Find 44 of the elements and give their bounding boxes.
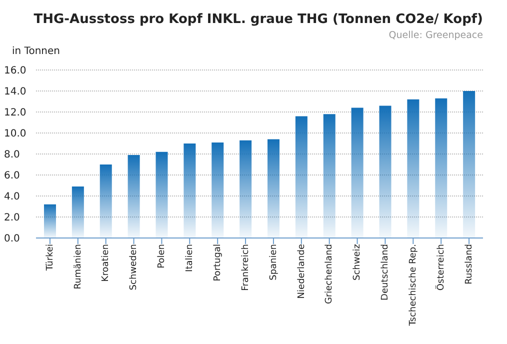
bar (72, 186, 84, 238)
x-tick-label: Schweiz (352, 244, 363, 280)
bar (44, 204, 56, 238)
x-tick-label: Tschechische Rep. (408, 244, 419, 327)
bar (100, 164, 112, 238)
y-tick-label: 6.0 (4, 170, 20, 182)
bar (212, 142, 224, 238)
y-tick-label: 10.0 (4, 128, 26, 140)
x-tick-label: Spanien (268, 244, 279, 280)
bar (240, 140, 252, 238)
x-tick-label: Polen (157, 244, 168, 268)
bar (379, 106, 392, 238)
bar (268, 139, 280, 238)
bar (351, 108, 364, 238)
bar (463, 91, 476, 238)
x-tick-label: Deutschland (380, 244, 391, 300)
bar (295, 116, 308, 238)
x-tick-label: Frankreich (240, 244, 251, 291)
y-tick-label: 2.0 (4, 212, 20, 224)
x-tick-label: Russland (464, 244, 474, 284)
x-tick-label: Schweden (129, 244, 140, 290)
bar (156, 152, 168, 238)
y-tick-label: 0.0 (4, 234, 20, 245)
y-tick-label: 14.0 (4, 86, 26, 98)
x-tick-label: Kroatien (101, 244, 112, 282)
bar (323, 114, 336, 238)
chart-title: THG-Ausstoss pro Kopf INKL. graue THG (Tonnen CO2e/ Kopf) (34, 12, 483, 27)
bar (435, 98, 448, 238)
y-tick-label: 12.0 (4, 108, 26, 119)
y-tick-label: 16.0 (4, 66, 26, 77)
x-tick-label: Rumänien (73, 244, 84, 290)
bar (184, 144, 196, 238)
y-tick-label: 4.0 (4, 192, 20, 203)
x-tick-label: Griechenland (324, 244, 335, 304)
x-tick-label: Italien (185, 244, 196, 272)
y-tick-label: 8.0 (4, 150, 20, 161)
y-axis-title: in Tonnen (12, 46, 60, 57)
x-tick-label: Niederlande (296, 244, 307, 299)
x-tick-label: Portugal (212, 244, 223, 282)
bar (407, 99, 420, 238)
source-note: Quelle: Greenpeace (388, 30, 483, 41)
x-tick-label: Türkei (45, 244, 56, 272)
x-tick-label: Österreich (434, 244, 446, 291)
bar (128, 155, 140, 238)
